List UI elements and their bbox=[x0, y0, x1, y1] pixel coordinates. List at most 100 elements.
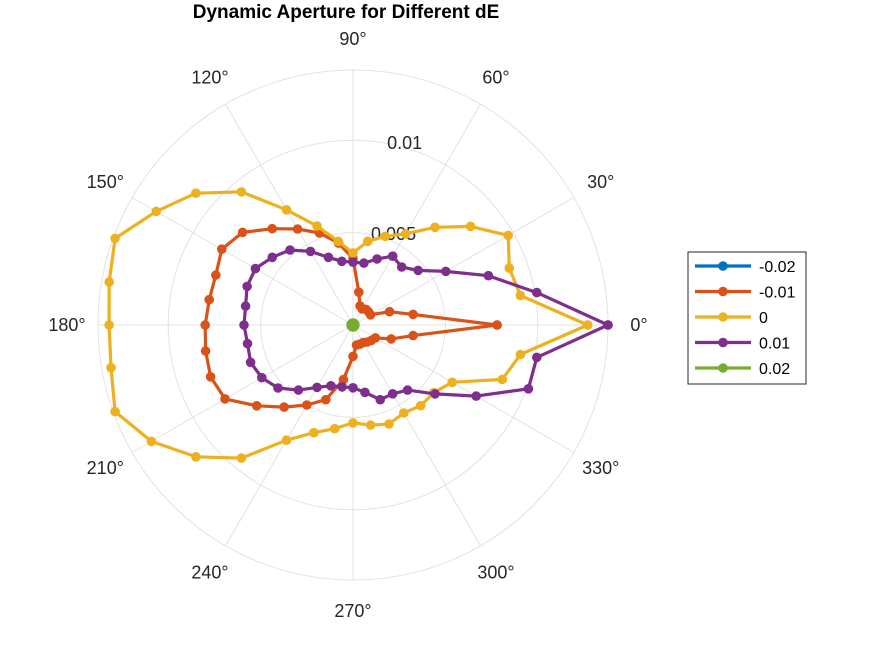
data-series bbox=[104, 187, 613, 463]
data-point bbox=[305, 246, 316, 257]
r-grid-circle bbox=[260, 232, 446, 418]
data-point bbox=[292, 224, 303, 234]
legend-marker bbox=[718, 363, 728, 373]
data-point bbox=[236, 453, 247, 463]
chart-title: Dynamic Aperture for Different dE bbox=[193, 2, 500, 23]
data-point bbox=[257, 372, 267, 383]
data-point bbox=[483, 270, 494, 281]
data-point bbox=[220, 394, 230, 404]
data-point bbox=[329, 423, 340, 434]
data-point bbox=[267, 223, 278, 234]
data-point bbox=[200, 320, 210, 330]
data-point bbox=[430, 222, 440, 233]
data-point bbox=[408, 309, 418, 320]
data-point bbox=[250, 263, 261, 274]
legend-marker bbox=[718, 312, 728, 322]
data-point bbox=[281, 205, 292, 215]
angular-tick-labels: 0° 30° 60° 90° 120° 150° 180° 210° 240° 270° 300° 3… bbox=[48, 29, 647, 621]
data-point bbox=[492, 320, 502, 330]
data-point bbox=[399, 408, 409, 418]
data-point bbox=[236, 187, 247, 197]
data-point bbox=[110, 233, 120, 244]
data-point bbox=[447, 377, 458, 388]
data-point bbox=[326, 381, 336, 391]
data-point bbox=[200, 346, 211, 356]
data-point bbox=[309, 427, 319, 438]
data-point bbox=[333, 236, 344, 247]
legend-entry: -0.01 bbox=[695, 285, 796, 302]
legend-entry: 0 bbox=[695, 310, 768, 327]
theta-tick-label: 0° bbox=[630, 315, 647, 335]
data-point bbox=[245, 357, 256, 368]
spoke-330 bbox=[352, 324, 575, 453]
spoke-60 bbox=[352, 103, 481, 326]
data-point bbox=[465, 221, 476, 232]
data-point bbox=[240, 301, 251, 311]
data-point bbox=[359, 258, 369, 268]
legend-label: -0.01 bbox=[759, 285, 796, 302]
legend-label: 0.01 bbox=[759, 336, 790, 353]
legend-entry: -0.02 bbox=[695, 259, 796, 276]
r-tick-label: 0.01 bbox=[387, 133, 422, 153]
spoke-120 bbox=[225, 103, 354, 326]
data-point bbox=[251, 401, 262, 411]
theta-tick-label: 300° bbox=[477, 563, 514, 583]
data-point bbox=[360, 387, 370, 398]
legend-entry: 0.02 bbox=[695, 361, 790, 378]
data-point bbox=[104, 277, 114, 287]
series-4 bbox=[346, 318, 360, 332]
data-point bbox=[151, 206, 161, 217]
data-point bbox=[348, 257, 358, 268]
data-point bbox=[430, 389, 440, 399]
spoke-150 bbox=[131, 197, 354, 326]
data-point bbox=[348, 248, 358, 258]
data-point bbox=[471, 391, 482, 401]
data-point bbox=[363, 236, 373, 247]
data-point bbox=[375, 394, 386, 405]
data-point bbox=[365, 420, 376, 430]
data-point bbox=[402, 385, 413, 395]
data-point bbox=[603, 320, 613, 330]
data-point bbox=[312, 221, 322, 231]
data-point bbox=[293, 385, 304, 395]
data-point bbox=[384, 419, 394, 429]
legend-entry: 0.01 bbox=[695, 336, 790, 353]
data-point bbox=[321, 394, 331, 405]
series-3 bbox=[239, 245, 613, 405]
data-point bbox=[348, 351, 358, 362]
data-point bbox=[408, 330, 418, 341]
data-point bbox=[242, 338, 253, 349]
theta-tick-label: 120° bbox=[191, 67, 228, 87]
legend-marker bbox=[718, 286, 728, 297]
data-point bbox=[504, 263, 515, 273]
data-point bbox=[532, 287, 542, 298]
theta-tick-label: 90° bbox=[339, 29, 366, 49]
data-point bbox=[337, 382, 347, 392]
data-point bbox=[370, 333, 381, 343]
series-2 bbox=[104, 187, 593, 463]
legend-label: 0.02 bbox=[759, 361, 790, 378]
data-point bbox=[384, 306, 395, 317]
data-point bbox=[312, 382, 322, 393]
data-point bbox=[337, 256, 347, 267]
theta-tick-label: 330° bbox=[582, 458, 619, 478]
data-point bbox=[400, 229, 411, 239]
data-point bbox=[211, 270, 221, 280]
data-point bbox=[515, 290, 526, 301]
data-point bbox=[205, 372, 216, 382]
data-point bbox=[267, 252, 278, 263]
data-point bbox=[302, 400, 312, 410]
theta-tick-label: 270° bbox=[334, 601, 371, 621]
theta-tick-label: 180° bbox=[48, 315, 85, 335]
legend-marker bbox=[718, 261, 728, 271]
data-point bbox=[348, 418, 358, 428]
data-point bbox=[350, 320, 360, 330]
data-point bbox=[106, 362, 116, 373]
data-point bbox=[242, 281, 252, 292]
r-grid-circle bbox=[167, 139, 539, 511]
data-point bbox=[191, 188, 201, 198]
theta-tick-label: 210° bbox=[87, 458, 124, 478]
spoke-240 bbox=[225, 324, 354, 547]
data-point bbox=[217, 244, 227, 254]
